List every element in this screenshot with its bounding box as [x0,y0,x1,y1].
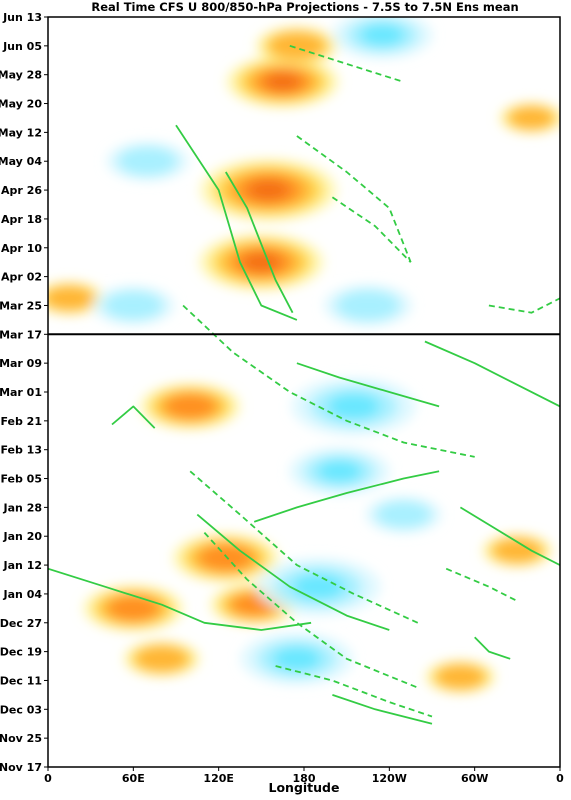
y-tick-label-19: Apr 18 [1,213,42,226]
y-tick-label-23: May 20 [0,98,42,111]
dashed-contour-4 [203,531,419,689]
positive-anomaly-2-level-4 [242,252,281,272]
solid-contour-6 [424,340,560,408]
negative-anomaly-4-level-2 [360,23,405,47]
y-tick-label-14: Mar 09 [0,357,42,370]
positive-anomaly-4-level-3 [199,545,252,571]
y-tick-label-5: Dec 27 [0,617,42,630]
positive-anomaly-11-level-2 [509,106,554,130]
y-tick-label-24: May 28 [0,69,42,82]
dashed-contour-7 [488,297,560,314]
dashed-contour-2 [331,196,412,263]
positive-anomaly-10-level-2 [493,538,542,563]
y-tick-label-8: Jan 20 [3,530,43,543]
y-tick-label-4: Dec 19 [0,646,42,659]
solid-contour-4 [296,362,440,408]
x-tick-label-1: 60E [122,772,145,785]
negative-anomaly-8-level-1 [375,500,432,529]
y-tick-label-18: Apr 10 [1,242,42,255]
y-tick-label-1: Nov 25 [0,732,42,745]
y-axis: Nov 17 Nov 25 Dec 03 Dec 11 Dec 19 Dec 27 Jan … [0,11,48,774]
y-tick-label-0: Nov 17 [0,761,42,774]
positive-anomaly-1-level-4 [265,72,301,92]
solid-contour-0 [48,567,312,631]
solid-contour-5 [459,506,560,566]
positive-anomaly-12-level-2 [48,286,94,311]
solid-contour-9 [474,636,511,660]
x-tick-label-3: 180 [293,772,316,785]
dashed-contour-1 [296,135,412,263]
negative-anomaly-0-level-2 [327,393,380,420]
chart-title: Real Time CFS U 800/850-hPa Projections … [91,0,518,14]
contour-layer [48,44,560,725]
x-axis-label: Longitude [269,780,340,795]
solid-contour-1 [196,513,390,631]
dashed-contour-5 [189,470,419,624]
x-tick-label-2: 120E [203,772,233,785]
y-tick-label-22: May 12 [0,126,42,139]
y-tick-label-7: Jan 12 [3,559,42,572]
positive-anomaly-3-level-3 [165,394,216,419]
x-axis: 0 60E 120E 180 120W 60W 0 [44,767,564,785]
dashed-contour-6 [275,665,433,718]
y-tick-label-20: Apr 26 [1,184,42,197]
y-tick-label-3: Dec 11 [0,674,42,687]
positive-anomaly-0-level-4 [248,179,289,201]
solid-contour-10 [111,405,156,429]
y-tick-label-11: Feb 13 [0,444,42,457]
positive-anomaly-5-level-3 [108,596,159,621]
solid-contour-7 [225,171,294,314]
y-tick-label-6: Jan 04 [3,588,43,601]
solid-contour-2 [175,124,298,321]
positive-anomaly-7-level-2 [135,646,188,672]
y-tick-label-10: Feb 05 [0,473,42,486]
solid-contour-8 [332,694,433,725]
dashed-contour-3 [182,304,475,458]
y-tick-label-9: Jan 28 [3,501,42,514]
shading-layer [48,17,560,694]
y-tick-label-12: Feb 21 [0,415,42,428]
positive-anomaly-8-level-2 [269,32,325,60]
y-tick-label-15: Mar 17 [0,328,42,341]
y-tick-label-16: Mar 25 [0,299,42,312]
y-tick-label-25: Jun 05 [2,40,42,53]
y-tick-label-17: Apr 02 [1,271,42,284]
negative-anomaly-7-level-1 [103,290,164,320]
y-tick-label-21: May 04 [0,155,42,168]
x-tick-label-0: 0 [44,772,52,785]
negative-anomaly-3-level-2 [317,460,362,483]
y-tick-label-13: Mar 01 [0,386,42,399]
negative-anomaly-6-level-1 [117,146,178,176]
x-tick-label-4: 120W [372,772,407,785]
negative-anomaly-1-level-2 [292,573,345,600]
solid-contour-3 [253,470,440,523]
positive-anomaly-9-level-2 [436,664,485,689]
negative-anomaly-5-level-1 [336,290,400,321]
y-tick-label-2: Dec 03 [0,703,42,716]
dashed-contour-8 [445,567,518,602]
negative-anomaly-2-level-2 [272,646,321,671]
x-tick-label-6: 0 [556,772,564,785]
x-tick-label-5: 60W [461,772,488,785]
y-tick-label-26: Jun 13 [2,11,42,24]
